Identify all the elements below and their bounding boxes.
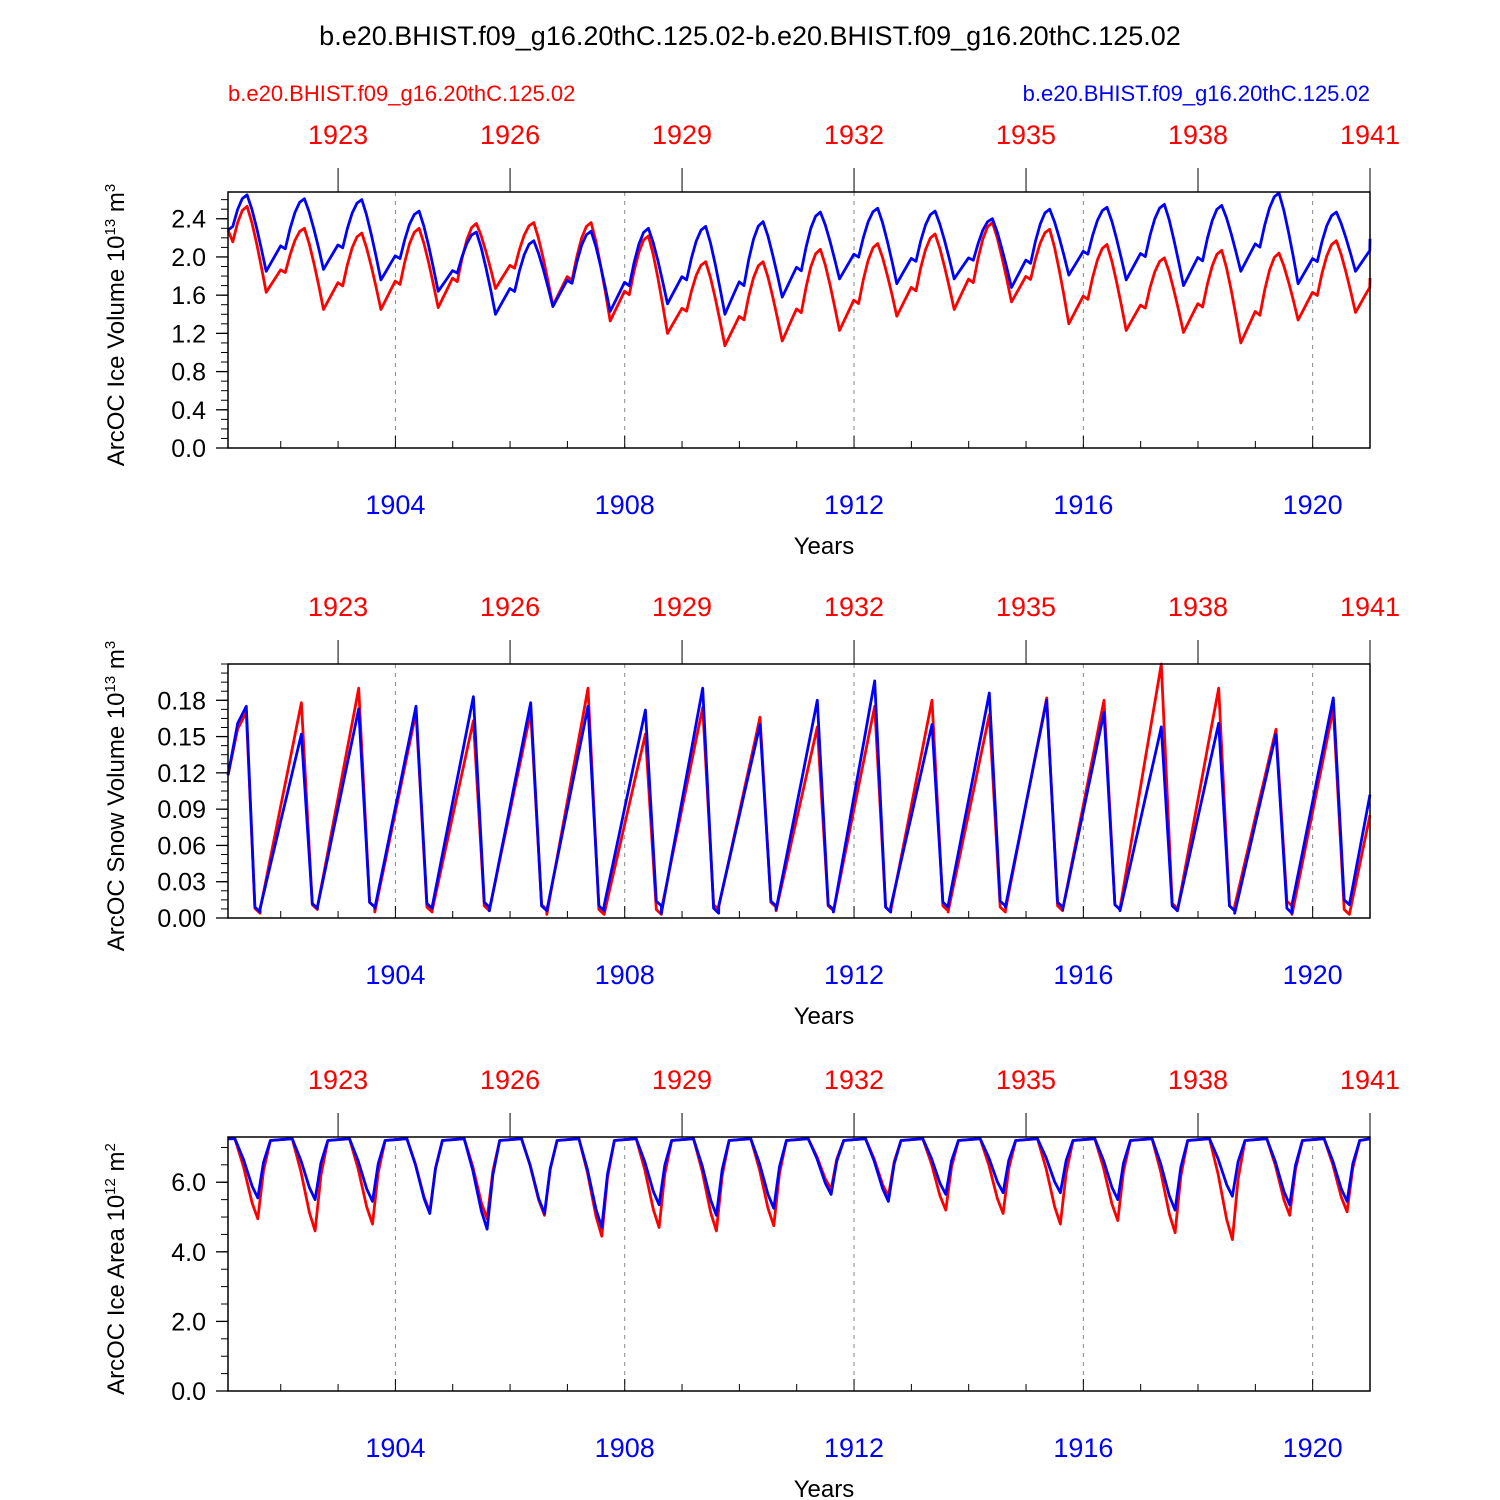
top-year-label: 1923 <box>308 592 368 622</box>
y-axis-label-part: ArcOC Ice Area 10 <box>103 1195 130 1395</box>
y-tick-label: 0.09 <box>157 796 206 824</box>
bottom-year-label: 1916 <box>1053 960 1113 990</box>
legend-right-label: b.e20.BHIST.f09_g16.20thC.125.02 <box>1023 81 1370 106</box>
top-year-label: 1932 <box>824 592 884 622</box>
y-axis-label-part: m <box>103 1151 130 1178</box>
panel-ice-area: 0.0 2.0 4.0 6.0 1904 1908 1912 1916 1920 1923 1926… <box>102 1065 1400 1500</box>
bottom-year-label: 1920 <box>1283 490 1343 520</box>
top-year-label: 1941 <box>1340 592 1400 622</box>
series-line-blue <box>228 1137 1371 1231</box>
top-year-label: 1938 <box>1168 1065 1228 1095</box>
panel-ice-volume: 0.0 0.4 0.8 1.2 1.6 2.0 2.4 1904 1908 1912 1916 192… <box>102 120 1400 560</box>
bottom-year-label: 1904 <box>365 490 425 520</box>
y-axis-label-part: 3 <box>102 184 119 192</box>
x-axis-label: Years <box>794 1003 855 1030</box>
bottom-year-label: 1916 <box>1053 1433 1113 1463</box>
top-year-label: 1926 <box>480 1065 540 1095</box>
top-year-label: 1941 <box>1340 1065 1400 1095</box>
x-axis-label: Years <box>794 533 855 560</box>
bottom-year-label: 1920 <box>1283 960 1343 990</box>
plot-frame <box>227 191 1371 449</box>
y-tick-label: 0.0 <box>171 435 206 463</box>
bottom-year-label: 1912 <box>824 1433 884 1463</box>
bottom-year-label: 1912 <box>824 960 884 990</box>
y-axis-label-part: m <box>103 192 130 219</box>
top-year-label: 1929 <box>652 592 712 622</box>
bottom-year-label: 1912 <box>824 490 884 520</box>
y-axis-label-part: ArcOC Snow Volume 10 <box>103 692 130 951</box>
y-tick-label: 4.0 <box>171 1239 206 1267</box>
y-tick-label: 1.2 <box>171 320 206 348</box>
top-year-label: 1923 <box>308 1065 368 1095</box>
series-line-blue <box>227 191 1372 316</box>
y-tick-label: 0.15 <box>157 724 206 752</box>
y-tick-label: 0.00 <box>157 905 206 933</box>
y-axis-label-part: ArcOC Ice Volume 10 <box>103 235 130 466</box>
y-axis-label: ArcOC Snow Volume 1013 m3 <box>102 641 130 952</box>
y-tick-label: 0.03 <box>157 869 206 897</box>
y-tick-label: 2.0 <box>171 244 206 272</box>
bottom-year-label: 1908 <box>595 960 655 990</box>
bottom-year-label: 1904 <box>365 960 425 990</box>
y-tick-label: 0.0 <box>171 1378 206 1406</box>
y-axis-label-part: 2 <box>102 1143 119 1151</box>
y-tick-label: 0.4 <box>171 397 206 425</box>
bottom-year-label: 1904 <box>365 1433 425 1463</box>
top-year-label: 1923 <box>308 120 368 150</box>
top-year-label: 1932 <box>824 1065 884 1095</box>
top-year-label: 1932 <box>824 120 884 150</box>
series-line-red <box>228 1137 1371 1241</box>
top-year-label: 1926 <box>480 120 540 150</box>
y-axis-label-part: m <box>103 649 130 676</box>
y-axis-label-part: 12 <box>102 1178 119 1195</box>
y-axis-label: ArcOC Ice Area 1012 m2 <box>102 1143 130 1395</box>
y-tick-label: 2.0 <box>171 1308 206 1336</box>
top-year-label: 1929 <box>652 1065 712 1095</box>
y-axis-label-part: 13 <box>102 676 119 693</box>
bottom-year-label: 1916 <box>1053 490 1113 520</box>
y-tick-label: 0.06 <box>157 832 206 860</box>
y-tick-label: 0.12 <box>157 760 206 788</box>
series-line-blue <box>226 679 1372 915</box>
y-axis-label-part: 3 <box>102 641 119 649</box>
y-tick-label: 6.0 <box>171 1169 206 1197</box>
y-tick-label: 0.18 <box>157 687 206 715</box>
series-line-red <box>226 204 1372 348</box>
top-year-label: 1938 <box>1168 592 1228 622</box>
chart-panels: 0.0 0.4 0.8 1.2 1.6 2.0 2.4 1904 1908 1912 1916 192… <box>102 120 1400 1500</box>
top-year-label: 1941 <box>1340 120 1400 150</box>
top-year-label: 1926 <box>480 592 540 622</box>
bottom-year-label: 1920 <box>1283 1433 1343 1463</box>
top-year-label: 1935 <box>996 120 1056 150</box>
figure-title: b.e20.BHIST.f09_g16.20thC.125.02-b.e20.B… <box>319 21 1181 51</box>
bottom-year-label: 1908 <box>595 490 655 520</box>
legend-left-label: b.e20.BHIST.f09_g16.20thC.125.02 <box>228 81 575 106</box>
panel-snow-volume: 0.00 0.03 0.06 0.09 0.12 0.15 0.18 1904 1908 1912… <box>102 592 1400 1030</box>
x-axis-label: Years <box>794 1476 855 1500</box>
plot-frame <box>227 1136 1371 1392</box>
top-year-label: 1935 <box>996 592 1056 622</box>
y-axis-label-part: 13 <box>102 219 119 236</box>
y-axis-label: ArcOC Ice Volume 1013 m3 <box>102 184 130 466</box>
top-year-label: 1938 <box>1168 120 1228 150</box>
y-tick-label: 0.8 <box>171 359 206 387</box>
top-year-label: 1929 <box>652 120 712 150</box>
bottom-year-label: 1908 <box>595 1433 655 1463</box>
top-year-label: 1935 <box>996 1065 1056 1095</box>
y-tick-label: 1.6 <box>171 282 206 310</box>
y-tick-label: 2.4 <box>171 206 206 234</box>
